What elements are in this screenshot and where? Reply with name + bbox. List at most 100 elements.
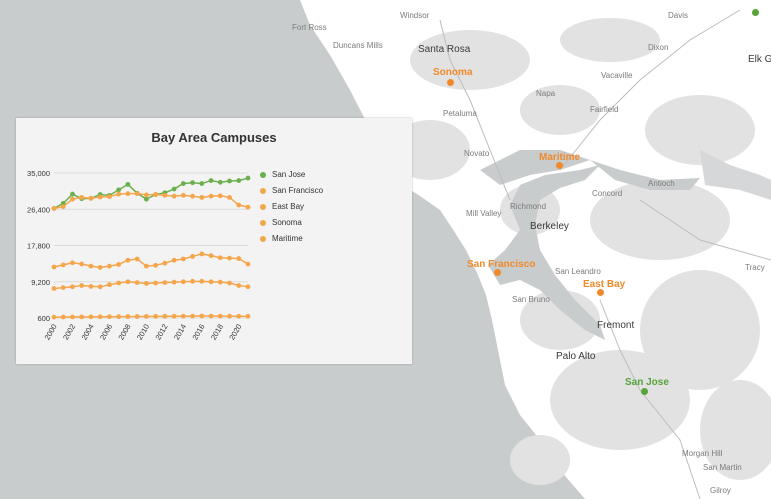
city-label-morgan-hill: Morgan Hill xyxy=(682,449,723,458)
data-point-san-jose xyxy=(171,186,177,192)
legend-swatch xyxy=(260,171,266,178)
legend-swatch xyxy=(260,203,266,210)
data-point-east-bay xyxy=(245,261,251,267)
legend-item-san-jose[interactable]: San Jose xyxy=(260,170,305,179)
campus-marker-edge[interactable] xyxy=(752,9,759,16)
data-point-san-francisco xyxy=(88,195,94,201)
data-point-san-jose xyxy=(208,178,214,183)
city-label-petaluma: Petaluma xyxy=(443,109,477,118)
series-line-sonoma xyxy=(53,280,249,290)
x-tick-label: 2010 xyxy=(135,323,151,342)
data-point-east-bay xyxy=(79,261,85,267)
data-point-east-bay xyxy=(51,264,57,270)
data-point-san-francisco xyxy=(143,192,149,198)
city-label-palo-alto: Palo Alto xyxy=(556,351,596,362)
chart-title: Bay Area Campuses xyxy=(151,130,277,145)
legend-swatch xyxy=(260,235,266,242)
data-point-san-jose xyxy=(143,196,149,202)
campus-label-sonoma[interactable]: Sonoma xyxy=(433,67,473,78)
city-label-duncans-mills: Duncans Mills xyxy=(333,41,383,50)
data-point-east-bay xyxy=(236,256,242,261)
data-point-maritime xyxy=(70,314,75,320)
data-point-sonoma xyxy=(208,279,214,285)
city-label-mill-valley: Mill Valley xyxy=(466,209,502,218)
data-point-sonoma xyxy=(236,283,242,288)
legend-item-sonoma[interactable]: Sonoma xyxy=(260,218,302,227)
city-label-novato: Novato xyxy=(464,149,490,158)
data-point-san-jose xyxy=(227,178,232,184)
city-label-tracy: Tracy xyxy=(745,263,765,272)
data-point-maritime xyxy=(116,314,122,320)
data-point-san-jose xyxy=(180,181,186,186)
legend-item-san-francisco[interactable]: San Francisco xyxy=(260,186,323,195)
data-point-sonoma xyxy=(162,280,168,285)
data-point-maritime xyxy=(88,314,94,320)
y-tick-label: 600 xyxy=(37,314,50,323)
city-label-berkeley: Berkeley xyxy=(530,221,569,232)
data-point-maritime xyxy=(134,314,140,319)
suisun-bay xyxy=(590,160,700,190)
city-label-san-martin: San Martin xyxy=(703,463,742,472)
city-label-antioch: Antioch xyxy=(648,179,675,188)
city-label-san-leandro: San Leandro xyxy=(555,267,601,276)
data-point-east-bay xyxy=(208,253,214,259)
data-point-sonoma xyxy=(88,283,94,289)
campus-marker-maritime[interactable] xyxy=(556,162,563,169)
data-point-east-bay xyxy=(162,260,168,266)
data-point-sonoma xyxy=(199,278,205,284)
city-label-gilroy: Gilroy xyxy=(710,486,731,495)
data-point-east-bay xyxy=(227,255,232,261)
data-point-east-bay xyxy=(107,263,112,269)
data-point-sonoma xyxy=(217,279,223,285)
data-point-east-bay xyxy=(134,256,140,262)
data-point-sonoma xyxy=(134,280,140,285)
delta-channel xyxy=(700,150,771,200)
city-label-richmond: Richmond xyxy=(510,202,547,211)
data-point-san-jose xyxy=(125,181,131,187)
campus-marker-san-francisco[interactable] xyxy=(494,269,501,276)
campus-label-east-bay[interactable]: East Bay xyxy=(583,279,626,290)
city-label-fort-ross: Fort Ross xyxy=(292,23,327,32)
data-point-maritime xyxy=(97,314,103,320)
data-point-maritime xyxy=(107,314,112,320)
city-label-fremont: Fremont xyxy=(597,320,635,331)
data-point-sonoma xyxy=(171,279,177,285)
campus-label-maritime[interactable]: Maritime xyxy=(539,152,581,163)
data-point-sonoma xyxy=(79,283,85,288)
data-point-san-jose xyxy=(116,187,122,193)
data-point-san-francisco xyxy=(153,192,159,197)
data-point-east-bay xyxy=(217,255,223,261)
legend-label: East Bay xyxy=(272,202,305,211)
data-point-san-jose xyxy=(199,181,205,186)
data-point-maritime xyxy=(60,314,66,320)
campus-label-san-francisco[interactable]: San Francisco xyxy=(467,259,536,270)
data-point-san-francisco xyxy=(116,191,122,197)
data-point-east-bay xyxy=(97,265,103,270)
data-point-san-francisco xyxy=(162,192,168,198)
data-point-san-francisco xyxy=(199,195,205,200)
data-point-san-francisco xyxy=(171,193,177,199)
data-point-sonoma xyxy=(125,279,131,285)
data-point-east-bay xyxy=(199,251,205,257)
campus-label-san-jose[interactable]: San Jose xyxy=(625,377,669,388)
data-point-san-francisco xyxy=(125,191,131,197)
data-point-san-francisco xyxy=(79,195,85,200)
campus-marker-sonoma[interactable] xyxy=(447,79,454,86)
x-tick-label: 2020 xyxy=(227,323,243,342)
data-point-san-francisco xyxy=(208,193,214,199)
data-point-san-francisco xyxy=(190,193,195,199)
campus-marker-east-bay[interactable] xyxy=(597,289,604,296)
data-point-san-francisco xyxy=(97,194,103,200)
data-point-sonoma xyxy=(190,278,195,284)
data-point-maritime xyxy=(245,313,251,319)
legend-item-maritime[interactable]: Maritime xyxy=(260,234,303,243)
data-point-san-francisco xyxy=(60,204,66,210)
city-label-santa-rosa: Santa Rosa xyxy=(418,44,471,55)
legend-item-east-bay[interactable]: East Bay xyxy=(260,202,304,211)
campus-marker-san-jose[interactable] xyxy=(641,388,648,395)
data-point-sonoma xyxy=(51,286,57,291)
x-tick-label: 2000 xyxy=(43,323,59,342)
x-tick-label: 2002 xyxy=(61,323,77,342)
